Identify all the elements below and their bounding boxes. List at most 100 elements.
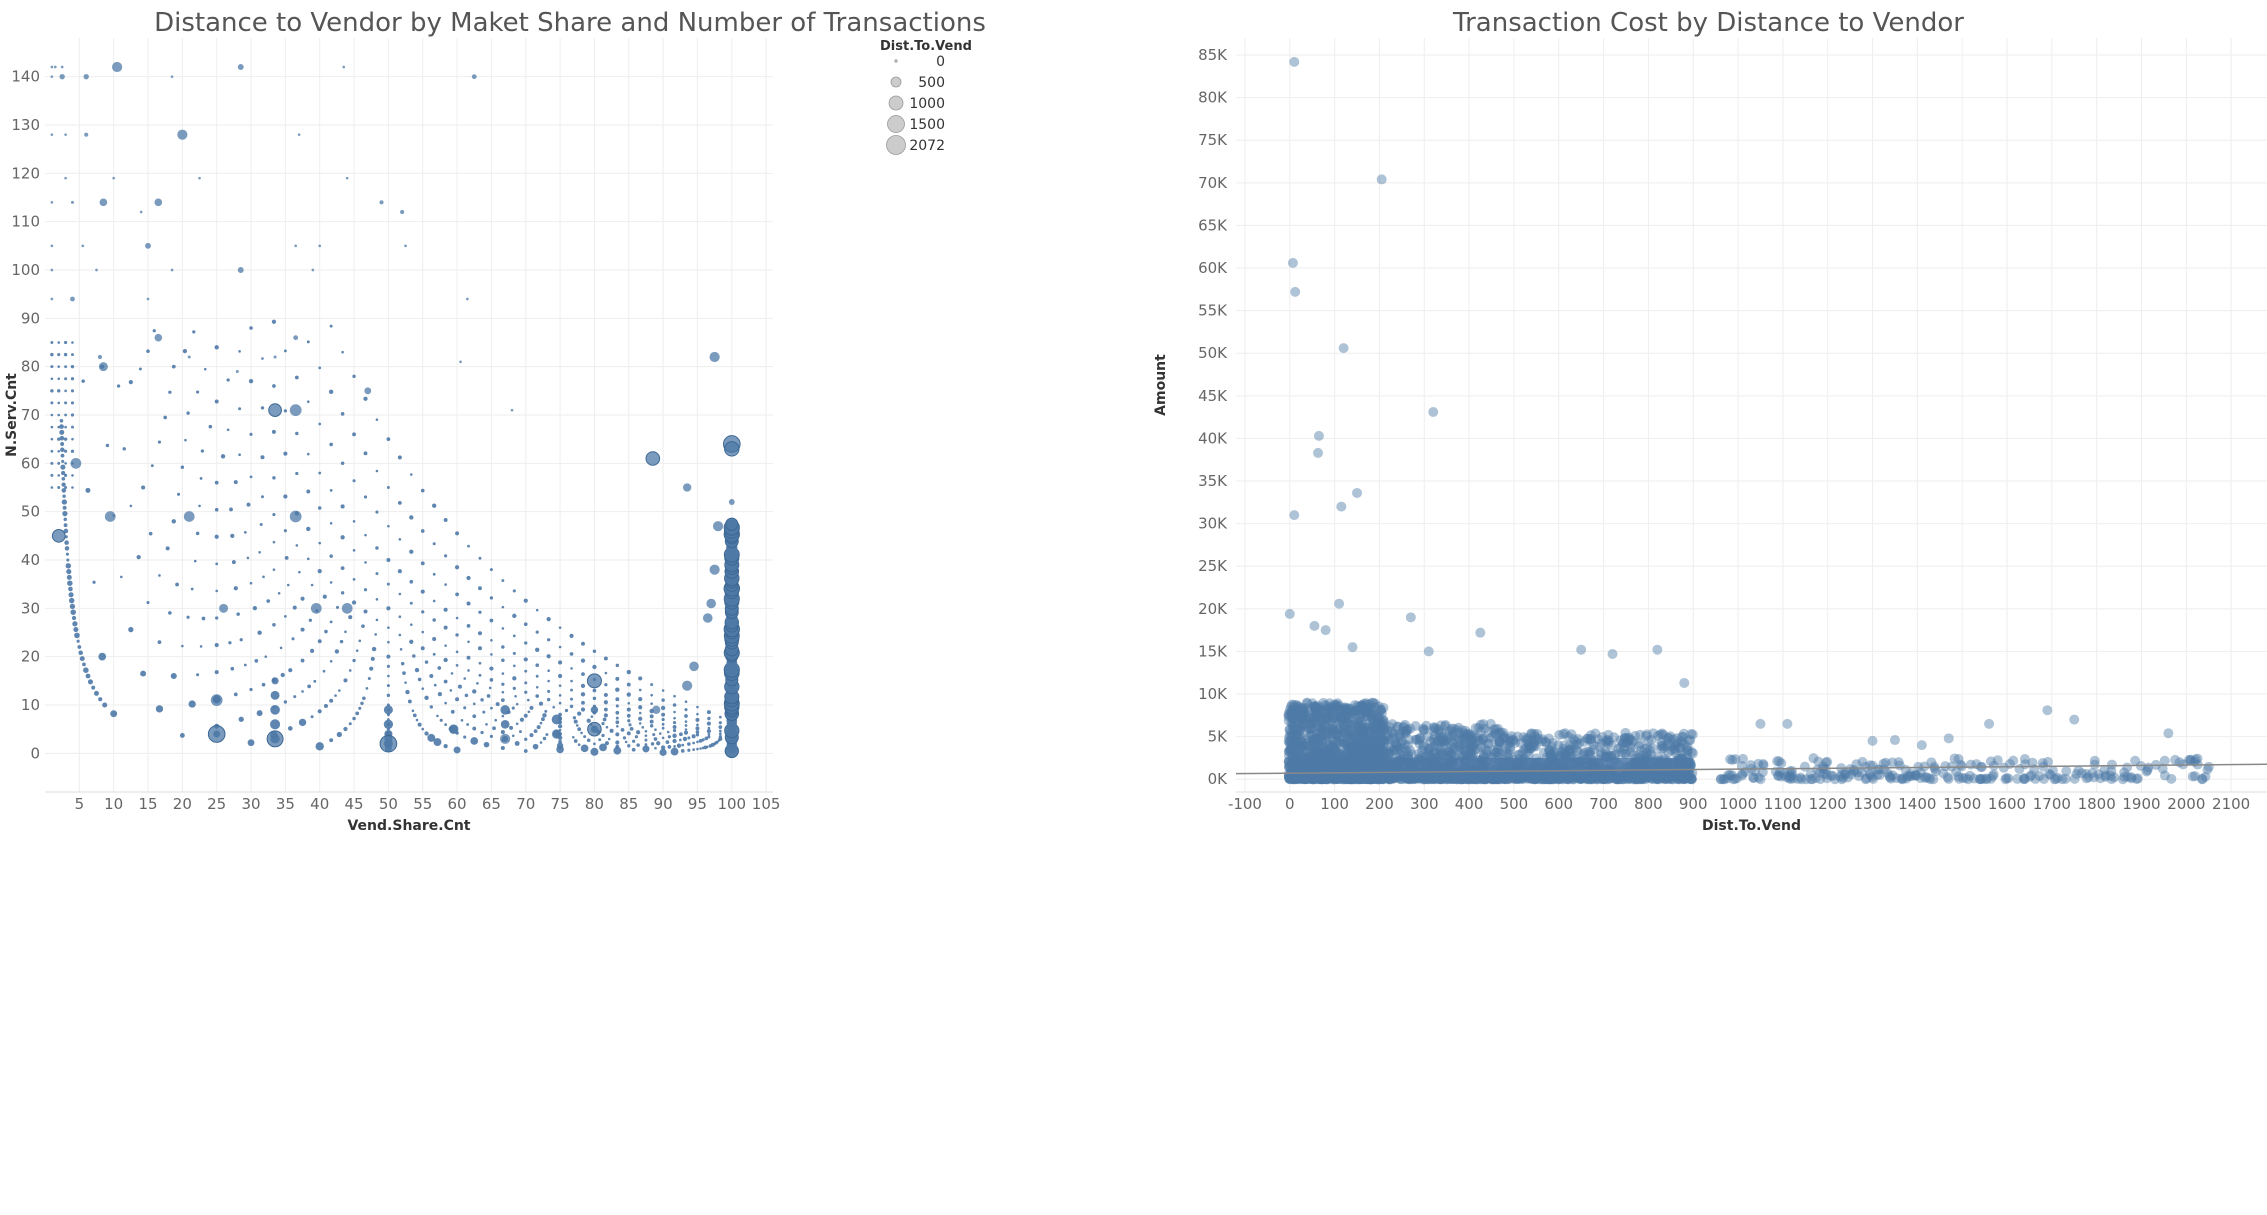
scatter-point <box>1351 748 1362 759</box>
scatter-point <box>1356 700 1367 711</box>
scatter-point <box>1342 728 1353 739</box>
scatter-point <box>1392 722 1403 733</box>
scatter-point <box>661 722 665 726</box>
left-x-tick-label: 90 <box>654 795 673 813</box>
scatter-point <box>369 666 374 671</box>
scatter-point <box>1485 732 1496 743</box>
scatter-point <box>340 591 345 595</box>
scatter-point <box>375 469 379 473</box>
scatter-point <box>1330 749 1341 760</box>
scatter-point <box>154 333 163 342</box>
scatter-point <box>1467 741 1478 752</box>
scatter-point <box>186 411 190 415</box>
scatter-point <box>684 714 688 718</box>
right-y-tick-label: 5K <box>1208 728 1229 746</box>
scatter-point <box>1314 721 1325 732</box>
scatter-point <box>1352 701 1363 712</box>
scatter-point <box>62 510 68 517</box>
scatter-point <box>615 704 619 708</box>
scatter-point <box>524 641 528 645</box>
scatter-point <box>1411 734 1422 745</box>
scatter-point <box>682 736 688 742</box>
scatter-point <box>1297 721 1308 732</box>
scatter-point <box>1822 756 1833 767</box>
scatter-point <box>291 637 295 641</box>
scatter-point <box>1329 699 1340 710</box>
scatter-point <box>1306 715 1317 726</box>
scatter-point <box>1603 736 1614 747</box>
scatter-point <box>1472 732 1483 743</box>
scatter-point <box>699 747 702 750</box>
scatter-point <box>1977 773 1988 784</box>
scatter-point <box>696 712 699 716</box>
scatter-point <box>1386 726 1397 737</box>
scatter-point <box>1371 747 1382 758</box>
scatter-point <box>306 526 311 532</box>
scatter-point <box>1317 714 1328 725</box>
scatter-point <box>1365 743 1376 754</box>
scatter-point <box>2004 758 2015 769</box>
scatter-point <box>683 730 689 735</box>
scatter-point <box>179 733 185 738</box>
scatter-point <box>486 694 491 698</box>
scatter-point <box>1353 723 1364 734</box>
scatter-point <box>283 494 288 499</box>
scatter-point <box>634 735 639 739</box>
scatter-point <box>1283 746 1294 757</box>
scatter-point <box>1328 727 1339 738</box>
scatter-point <box>168 390 172 394</box>
scatter-point <box>1340 703 1351 714</box>
scatter-point <box>64 365 68 369</box>
scatter-point <box>463 735 467 739</box>
left-x-tick-label: 25 <box>207 795 226 813</box>
left-y-tick-label: 90 <box>21 309 40 327</box>
scatter-point <box>572 735 575 739</box>
scatter-point <box>523 598 528 603</box>
scatter-point <box>1545 748 1556 759</box>
scatter-point <box>654 728 657 732</box>
scatter-point <box>1374 737 1385 748</box>
scatter-point <box>1467 736 1478 747</box>
scatter-point <box>1541 737 1552 748</box>
scatter-point <box>570 697 574 701</box>
scatter-point <box>1889 735 1900 746</box>
scatter-point <box>1421 720 1432 731</box>
scatter-point <box>511 734 515 738</box>
scatter-point <box>573 739 578 743</box>
scatter-point <box>627 719 631 723</box>
scatter-point <box>551 729 562 739</box>
scatter-point <box>1316 715 1327 726</box>
scatter-point <box>1367 724 1378 735</box>
scatter-point <box>460 719 464 722</box>
scatter-point <box>1318 719 1329 730</box>
scatter-point <box>1361 711 1372 722</box>
scatter-point <box>200 449 205 453</box>
scatter-point <box>1347 642 1358 653</box>
scatter-point <box>1647 743 1658 754</box>
scatter-point <box>1625 747 1636 758</box>
scatter-point <box>1329 739 1340 750</box>
scatter-point <box>500 705 510 715</box>
scatter-point <box>1306 729 1317 740</box>
scatter-point <box>397 455 402 460</box>
scatter-point <box>317 709 322 714</box>
scatter-point <box>85 487 91 493</box>
scatter-point <box>581 700 585 705</box>
scatter-point <box>615 710 620 715</box>
scatter-point <box>1321 730 1332 741</box>
scatter-point <box>615 687 620 692</box>
scatter-point <box>546 654 551 659</box>
scatter-point <box>1362 726 1373 737</box>
scatter-point <box>1405 745 1416 756</box>
scatter-point <box>363 609 368 614</box>
scatter-point <box>1330 746 1341 757</box>
scatter-point <box>386 684 390 688</box>
scatter-point <box>524 681 528 685</box>
scatter-point <box>1328 704 1339 715</box>
scatter-point <box>1309 701 1320 712</box>
scatter-point <box>339 639 344 644</box>
scatter-point <box>535 663 539 668</box>
scatter-point <box>1440 719 1451 730</box>
scatter-point <box>1905 768 1916 779</box>
scatter-point <box>64 449 68 453</box>
